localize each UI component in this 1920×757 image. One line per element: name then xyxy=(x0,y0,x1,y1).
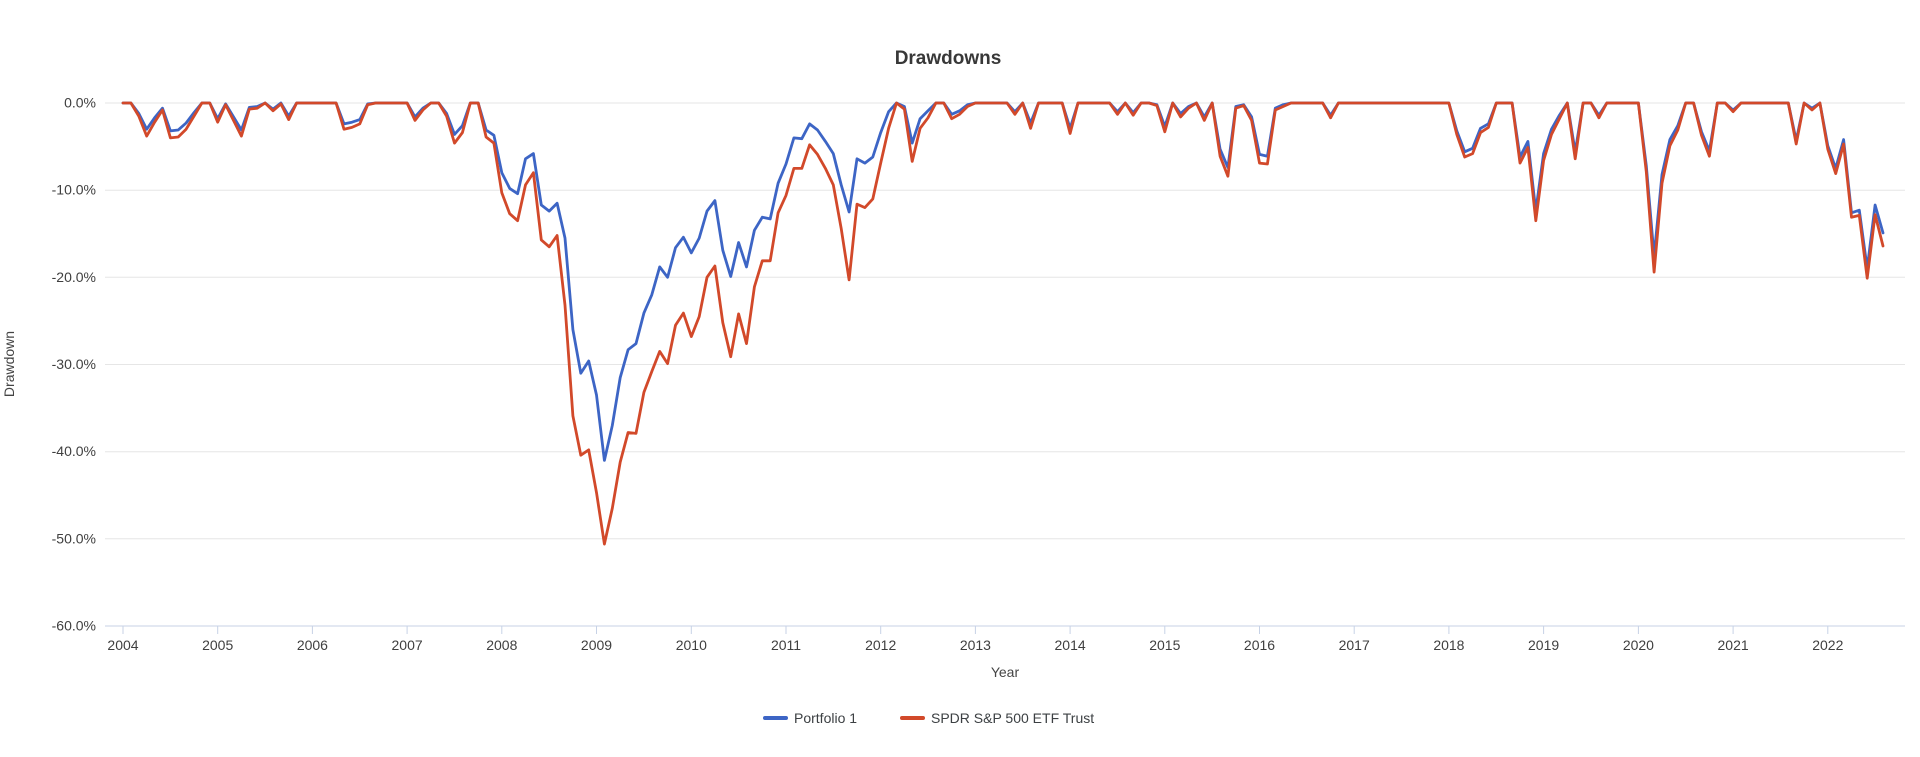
x-tick-label: 2005 xyxy=(202,637,233,653)
legend-label: SPDR S&P 500 ETF Trust xyxy=(931,710,1094,726)
y-tick-label: -30.0% xyxy=(52,356,96,372)
x-tick-label: 2012 xyxy=(865,637,896,653)
x-axis xyxy=(105,625,1905,634)
x-tick-labels: 2004 2005 2006 2007 2008 2009 2010 2011 2012 2013… xyxy=(107,637,1843,653)
series-lines xyxy=(121,101,1885,546)
x-tick-label: 2020 xyxy=(1623,637,1654,653)
x-tick-label: 2014 xyxy=(1055,637,1086,653)
x-tick-label: 2006 xyxy=(297,637,328,653)
x-tick-label: 2019 xyxy=(1528,637,1559,653)
x-tick-label: 2009 xyxy=(581,637,612,653)
x-tick-label: 2017 xyxy=(1339,637,1370,653)
spdr-sp500-etf-trust-line xyxy=(121,101,1885,546)
x-tick-label: 2022 xyxy=(1812,637,1843,653)
y-tick-label: -40.0% xyxy=(52,443,96,459)
x-tick-label: 2021 xyxy=(1718,637,1749,653)
y-tick-label: -50.0% xyxy=(52,530,96,546)
y-tick-labels: 0.0% -10.0% -20.0% -30.0% -40.0% -50.0% -60.0% xyxy=(52,95,96,634)
x-tick-label: 2007 xyxy=(392,637,423,653)
y-axis-title: Drawdown xyxy=(1,331,17,397)
x-tick-label: 2015 xyxy=(1149,637,1180,653)
x-tick-label: 2018 xyxy=(1433,637,1464,653)
x-tick-label: 2010 xyxy=(676,637,707,653)
x-axis-title: Year xyxy=(991,664,1020,680)
portfolio-1-line xyxy=(121,101,1885,462)
x-tick-label: 2008 xyxy=(486,637,517,653)
gridlines xyxy=(105,102,1905,627)
x-tick-label: 2004 xyxy=(107,637,138,653)
chart-title: Drawdowns xyxy=(895,48,1002,69)
legend: Portfolio 1 SPDR S&P 500 ETF Trust xyxy=(763,710,1094,726)
y-tick-label: 0.0% xyxy=(64,95,96,111)
legend-label: Portfolio 1 xyxy=(794,710,857,726)
y-tick-label: -20.0% xyxy=(52,269,96,285)
y-tick-label: -10.0% xyxy=(52,182,96,198)
x-tick-label: 2011 xyxy=(771,637,801,653)
y-tick-label: -60.0% xyxy=(52,618,96,634)
x-tick-label: 2016 xyxy=(1244,637,1275,653)
x-tick-label: 2013 xyxy=(960,637,991,653)
